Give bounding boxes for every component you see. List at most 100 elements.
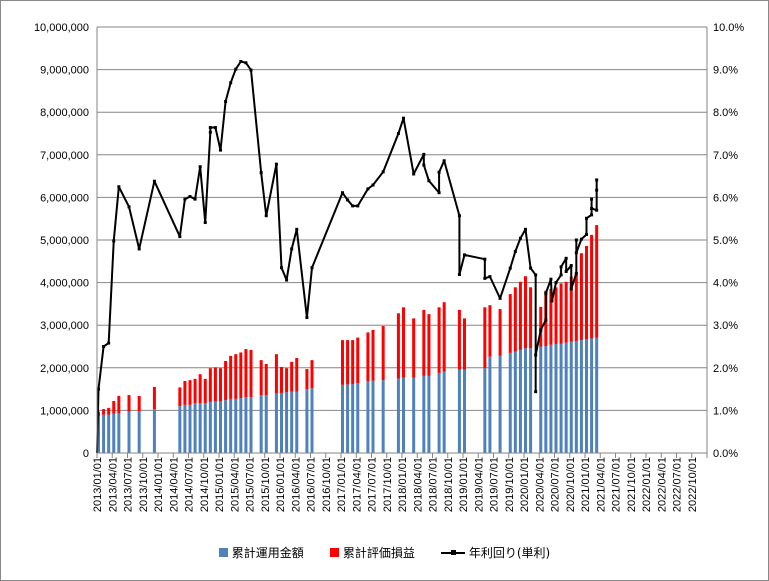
yield-point-marker <box>371 183 375 187</box>
yield-point-marker <box>534 353 538 357</box>
bar-unrealized-gain <box>183 381 187 405</box>
bar-invested <box>422 375 426 453</box>
bar-unrealized-gain <box>249 349 253 398</box>
bar-unrealized-gain <box>346 340 350 385</box>
legend-item-unrealized: 累計評価損益 <box>329 544 415 561</box>
bar-invested <box>554 343 558 453</box>
yield-point-marker <box>356 204 360 208</box>
bar-unrealized-gain <box>234 354 238 399</box>
x-tick-label: 2021/07/01 <box>611 457 623 512</box>
bar-unrealized-gain <box>178 387 182 407</box>
bar-unrealized-gain <box>498 309 502 356</box>
bar-unrealized-gain <box>203 378 207 404</box>
yield-point-marker <box>208 130 212 134</box>
yield-point-marker <box>590 213 594 217</box>
yield-point-marker <box>595 208 599 212</box>
yield-point-marker <box>280 266 283 270</box>
bar-invested <box>188 404 192 453</box>
x-tick-label: 2018/04/01 <box>412 457 424 512</box>
bar-invested <box>117 413 121 453</box>
bar-invested <box>249 397 253 453</box>
bar-unrealized-gain <box>396 313 400 379</box>
yield-point-marker <box>574 271 578 275</box>
legend-label: 累計評価損益 <box>342 546 415 560</box>
bar-unrealized-gain <box>539 306 543 347</box>
yield-point-marker <box>569 287 573 291</box>
y2-tick-label: 9.0% <box>713 65 738 77</box>
bar-invested <box>305 389 309 453</box>
bar-unrealized-gain <box>208 368 212 402</box>
y-tick-label: 10,000,000 <box>34 22 89 34</box>
bar-invested <box>341 384 344 453</box>
bar-invested <box>569 341 573 453</box>
yield-point-marker <box>229 81 233 85</box>
bar-unrealized-gain <box>366 332 370 382</box>
bar-unrealized-gain <box>102 409 106 415</box>
bar-invested <box>590 338 594 453</box>
bar-invested <box>463 369 466 453</box>
yield-point-marker <box>437 170 441 174</box>
x-tick-label: 2013/01/01 <box>92 457 104 512</box>
bar-unrealized-gain <box>188 380 192 405</box>
bar-invested <box>412 377 416 453</box>
bar-unrealized-gain <box>412 318 416 378</box>
yield-point-marker <box>219 148 222 152</box>
bar-unrealized-gain <box>224 360 228 401</box>
yield-point-marker <box>178 235 182 239</box>
legend-label: 年利回り(単利) <box>468 546 551 560</box>
x-tick-label: 2018/07/01 <box>428 457 440 512</box>
legend-item-invested: 累計運用金額 <box>218 544 304 561</box>
bar-unrealized-gain <box>559 283 563 344</box>
bar-unrealized-gain <box>152 386 156 410</box>
yield-point-marker <box>259 171 263 175</box>
yield-point-marker <box>244 61 248 65</box>
bar-unrealized-gain <box>127 395 131 412</box>
bar-unrealized-gain <box>590 234 594 339</box>
yield-point-marker <box>508 266 512 270</box>
bar-invested <box>127 411 131 453</box>
yield-point-marker <box>488 275 492 279</box>
yield-point-marker <box>437 191 441 195</box>
x-tick-label: 2016/07/01 <box>306 457 318 512</box>
bar-invested <box>198 403 202 453</box>
yield-point-marker <box>590 197 594 201</box>
bar-invested <box>239 398 243 453</box>
y-tick-label: 3,000,000 <box>40 320 89 332</box>
y-tick-label: 1,000,000 <box>40 405 89 417</box>
x-tick-label: 2020/10/01 <box>565 457 577 512</box>
bar-invested <box>498 355 502 453</box>
bar-unrealized-gain <box>356 337 360 384</box>
yield-point-marker <box>457 214 461 218</box>
yield-point-marker <box>534 273 538 277</box>
bar-invested <box>437 372 441 453</box>
bar-unrealized-gain <box>137 395 141 412</box>
bar-unrealized-gain <box>259 360 263 396</box>
bar-unrealized-gain <box>549 288 553 345</box>
bar-invested <box>229 398 233 453</box>
x-tick-label: 2018/10/01 <box>443 457 455 512</box>
x-tick-label: 2022/04/01 <box>656 457 668 512</box>
y2-tick-label: 6.0% <box>713 192 738 204</box>
yield-point-marker <box>198 165 202 169</box>
y-tick-label: 6,000,000 <box>40 192 89 204</box>
y-tick-label: 2,000,000 <box>40 363 89 375</box>
x-tick-label: 2017/07/01 <box>367 457 379 512</box>
x-tick-label: 2014/01/01 <box>153 457 165 512</box>
yield-point-marker <box>559 265 563 269</box>
y-tick-label: 5,000,000 <box>40 235 89 247</box>
legend-swatch-line <box>440 548 465 557</box>
yield-point-marker <box>539 328 543 332</box>
yield-point-marker <box>595 188 599 192</box>
x-tick-label: 2013/04/01 <box>107 457 119 512</box>
bar-invested <box>381 380 385 453</box>
yield-point-marker <box>112 239 116 243</box>
bar-unrealized-gain <box>427 314 431 376</box>
yield-point-marker <box>127 205 131 209</box>
y-tick-label: 7,000,000 <box>40 150 89 162</box>
x-tick-label: 2021/04/01 <box>595 457 607 512</box>
x-tick-label: 2020/04/01 <box>534 457 546 512</box>
bar-invested <box>178 406 182 453</box>
x-tick-label: 2022/10/01 <box>687 457 699 512</box>
yield-point-marker <box>351 204 355 208</box>
bar-unrealized-gain <box>554 287 558 344</box>
